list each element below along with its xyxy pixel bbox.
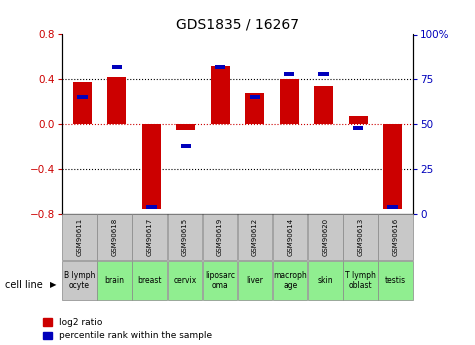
Bar xyxy=(249,95,260,99)
Text: GSM90613: GSM90613 xyxy=(358,218,363,256)
FancyBboxPatch shape xyxy=(203,214,237,260)
FancyBboxPatch shape xyxy=(379,214,413,260)
Bar xyxy=(180,144,191,148)
FancyBboxPatch shape xyxy=(62,214,96,260)
Bar xyxy=(280,79,299,124)
Text: skin: skin xyxy=(318,276,333,285)
Text: ▶: ▶ xyxy=(50,280,57,289)
Text: macroph
age: macroph age xyxy=(273,270,307,290)
Bar xyxy=(387,205,398,209)
Text: GSM90618: GSM90618 xyxy=(112,218,117,256)
FancyBboxPatch shape xyxy=(133,214,167,260)
Text: brain: brain xyxy=(104,276,124,285)
FancyBboxPatch shape xyxy=(273,214,307,260)
FancyBboxPatch shape xyxy=(62,261,96,300)
Text: GSM90614: GSM90614 xyxy=(287,218,293,256)
Bar xyxy=(318,72,329,76)
Legend: log2 ratio, percentile rank within the sample: log2 ratio, percentile rank within the s… xyxy=(43,318,212,341)
Title: GDS1835 / 16267: GDS1835 / 16267 xyxy=(176,18,299,32)
Bar xyxy=(176,124,195,130)
Bar xyxy=(284,72,294,76)
Text: GSM90619: GSM90619 xyxy=(217,218,223,256)
FancyBboxPatch shape xyxy=(273,261,307,300)
Text: B lymph
ocyte: B lymph ocyte xyxy=(64,270,95,290)
Text: cervix: cervix xyxy=(173,276,196,285)
Bar xyxy=(383,124,402,209)
Text: T lymph
oblast: T lymph oblast xyxy=(345,270,376,290)
FancyBboxPatch shape xyxy=(97,214,132,260)
Text: GSM90615: GSM90615 xyxy=(182,218,188,256)
Bar xyxy=(112,65,122,69)
Text: testis: testis xyxy=(385,276,406,285)
Bar xyxy=(349,116,368,124)
Text: GSM90616: GSM90616 xyxy=(393,218,399,256)
FancyBboxPatch shape xyxy=(97,261,132,300)
FancyBboxPatch shape xyxy=(203,261,237,300)
Text: cell line: cell line xyxy=(5,280,42,289)
FancyBboxPatch shape xyxy=(238,261,272,300)
FancyBboxPatch shape xyxy=(238,214,272,260)
Text: GSM90617: GSM90617 xyxy=(147,218,152,256)
FancyBboxPatch shape xyxy=(379,261,413,300)
Bar xyxy=(142,124,161,209)
Bar xyxy=(77,95,88,99)
FancyBboxPatch shape xyxy=(308,261,342,300)
FancyBboxPatch shape xyxy=(168,261,202,300)
Bar xyxy=(314,86,333,124)
FancyBboxPatch shape xyxy=(343,214,378,260)
Text: liposarc
oma: liposarc oma xyxy=(205,270,235,290)
Bar xyxy=(245,93,264,124)
Text: breast: breast xyxy=(137,276,162,285)
Bar xyxy=(353,126,363,130)
FancyBboxPatch shape xyxy=(168,214,202,260)
Text: liver: liver xyxy=(247,276,264,285)
Bar xyxy=(215,65,226,69)
Bar xyxy=(211,66,230,124)
Bar xyxy=(146,205,157,209)
Text: GSM90612: GSM90612 xyxy=(252,218,258,256)
Text: GSM90611: GSM90611 xyxy=(76,218,82,256)
FancyBboxPatch shape xyxy=(343,261,378,300)
Text: GSM90620: GSM90620 xyxy=(323,218,328,256)
Bar xyxy=(107,77,126,124)
Bar xyxy=(73,81,92,124)
FancyBboxPatch shape xyxy=(133,261,167,300)
FancyBboxPatch shape xyxy=(308,214,342,260)
